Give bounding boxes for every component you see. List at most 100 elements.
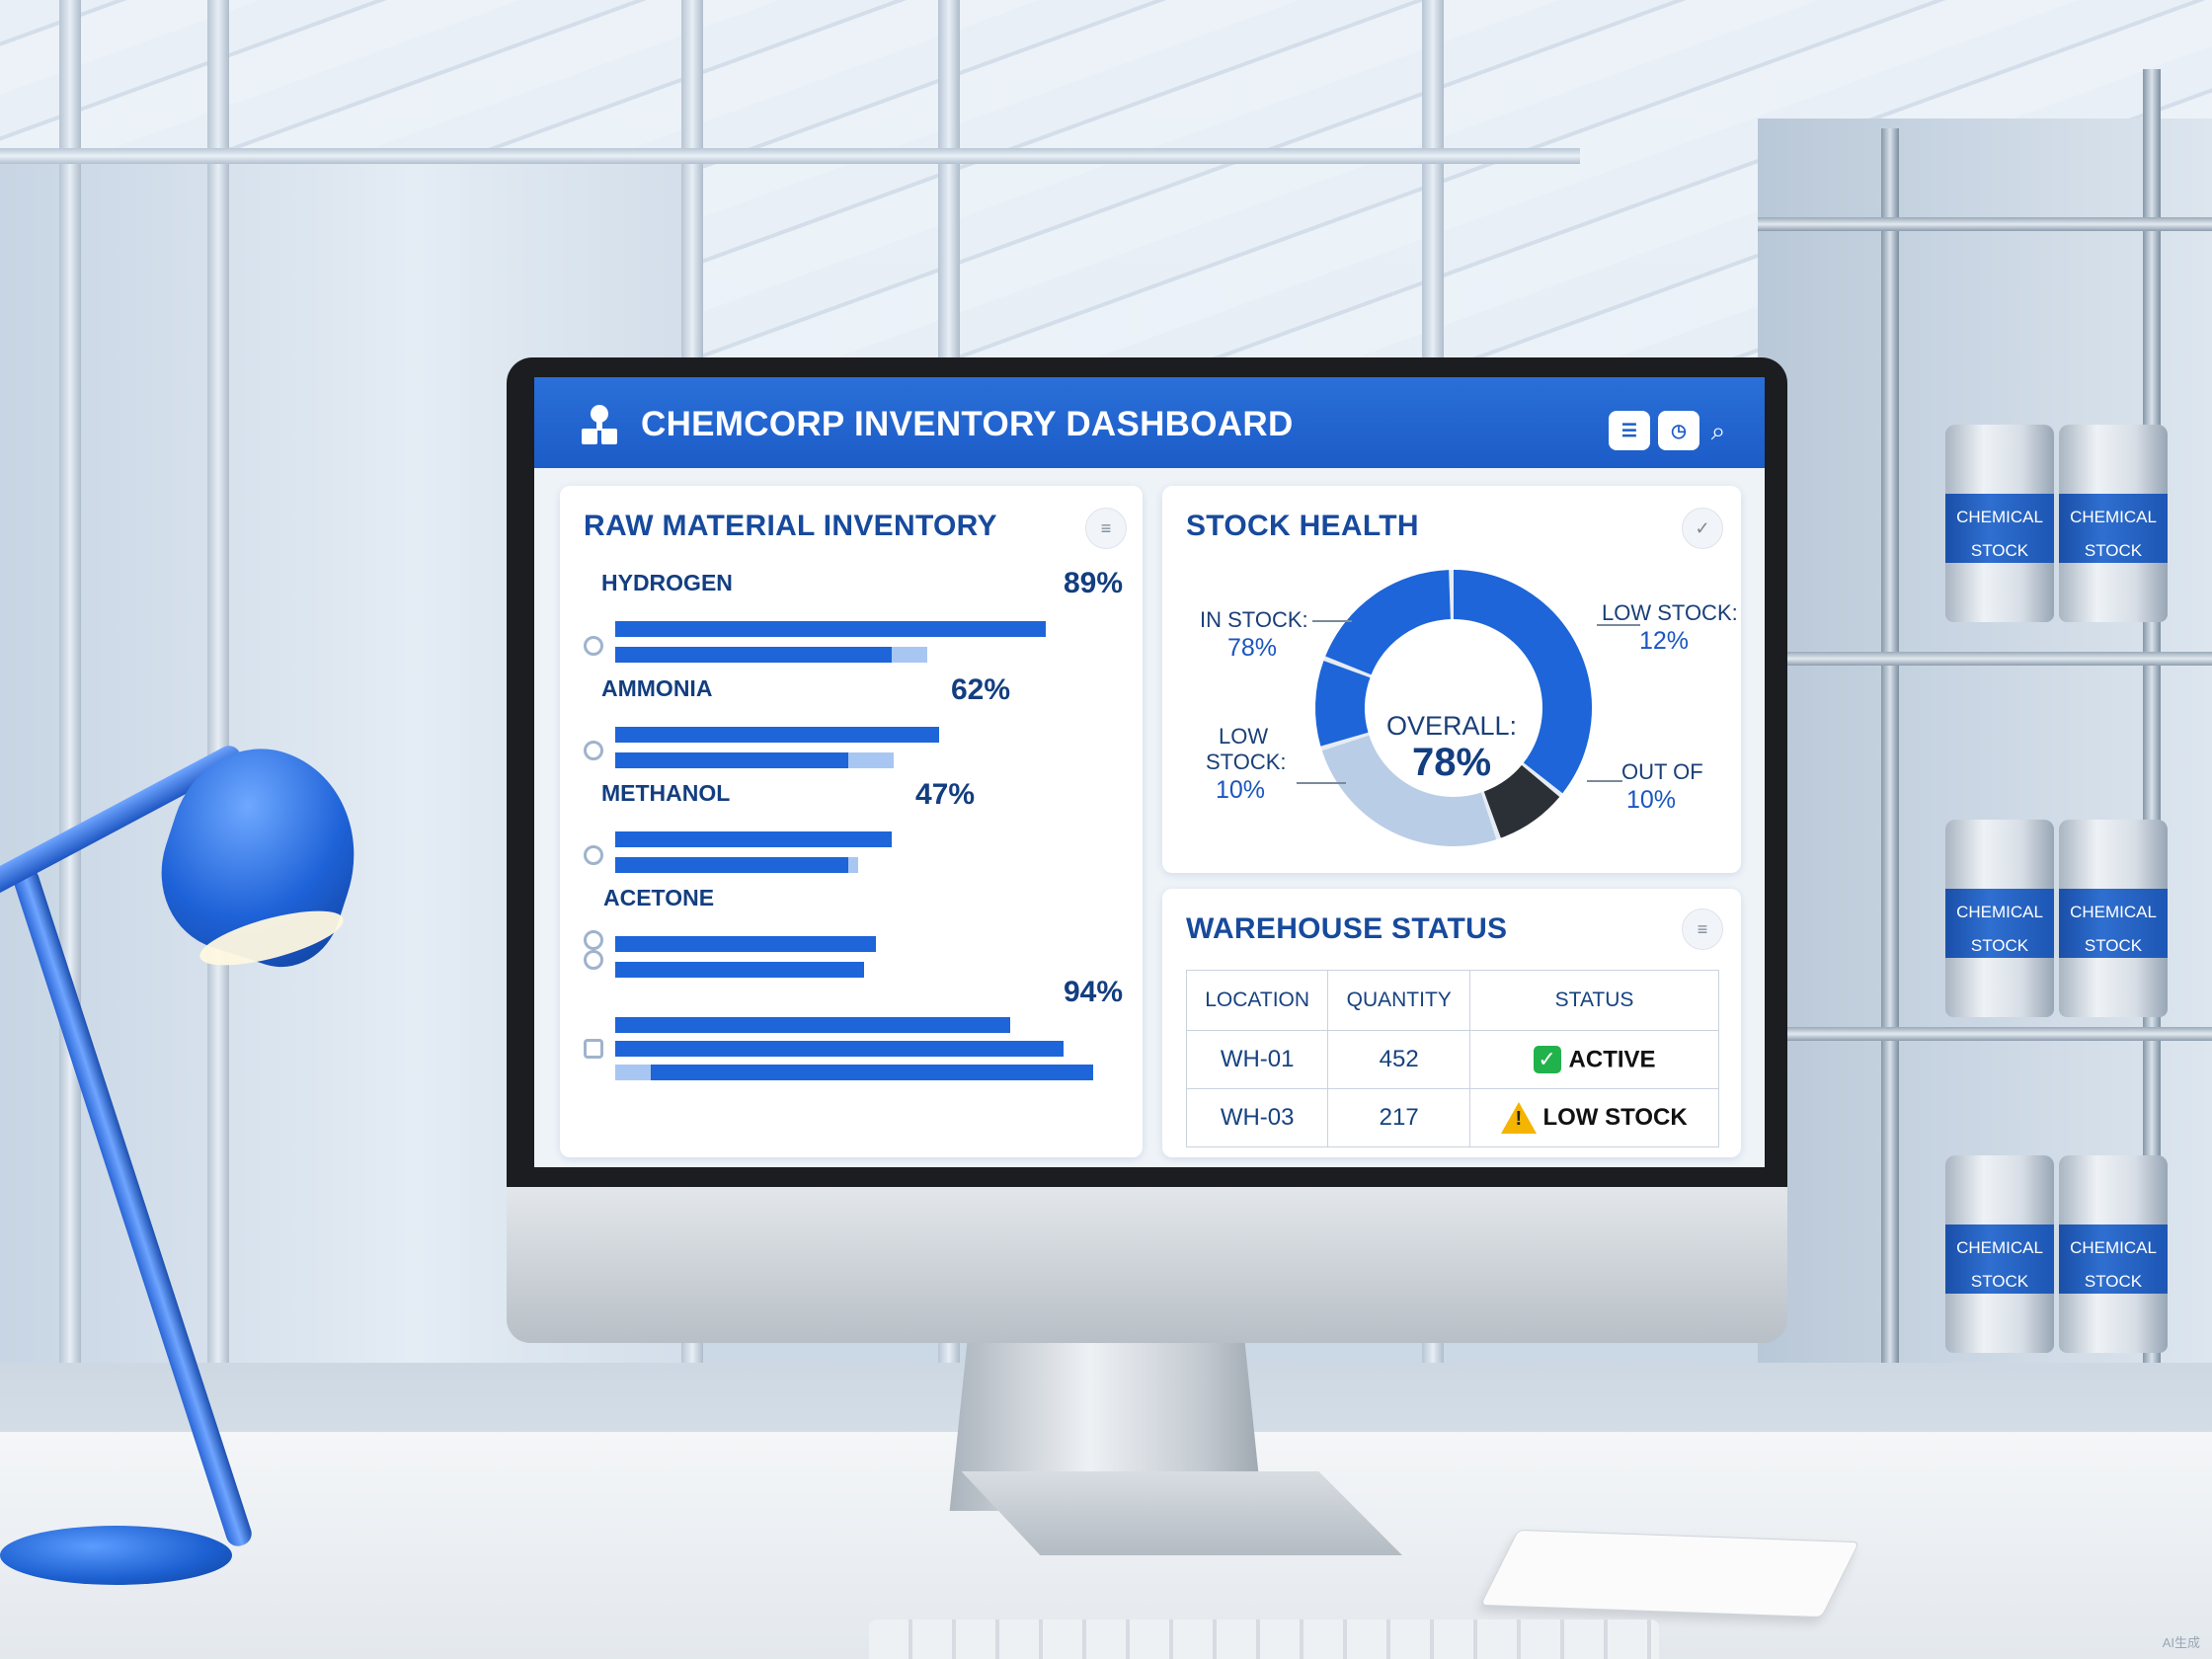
table-row[interactable]: WH-01 452 ✓ ACTIVE xyxy=(1185,1030,1719,1089)
search-icon[interactable]: ⌕ xyxy=(1710,416,1726,445)
location-cell: WH-01 xyxy=(1185,1030,1329,1089)
in-stock-value: 78% xyxy=(1227,634,1278,662)
inventory-bar xyxy=(615,962,864,978)
drum-label: CHEMICAL xyxy=(2070,1238,2157,1257)
panel-menu-icon[interactable]: ≡ xyxy=(1682,908,1723,950)
rack-beam xyxy=(1758,1027,2212,1041)
warning-icon xyxy=(1501,1102,1538,1134)
inventory-bar-remainder xyxy=(848,752,894,768)
drum-label: CHEMICAL xyxy=(2070,903,2157,921)
panel-menu-icon[interactable]: ≡ xyxy=(1085,508,1127,549)
drum-label: STOCK xyxy=(1970,936,2029,955)
monitor-chin xyxy=(507,1187,1787,1343)
drum-label: STOCK xyxy=(1970,541,2029,560)
inventory-bar-remainder xyxy=(848,857,858,873)
status-cell: LOW STOCK xyxy=(1469,1088,1719,1147)
rack-post xyxy=(1881,128,1899,1412)
table-row[interactable]: WH-03 217 LOW STOCK xyxy=(1185,1088,1719,1147)
table-header-row: LOCATION QUANTITY STATUS xyxy=(1185,970,1719,1031)
status-cell: ✓ ACTIVE xyxy=(1469,1030,1719,1089)
inventory-bar xyxy=(615,831,892,847)
low-stock-left-label: LOW xyxy=(1219,724,1269,749)
chemical-drum: CHEMICAL STOCK xyxy=(2059,1155,2168,1353)
location-cell: WH-03 xyxy=(1185,1088,1329,1147)
inventory-bar xyxy=(651,1065,1093,1080)
circle-icon xyxy=(584,950,603,970)
check-icon[interactable]: ✓ xyxy=(1682,508,1723,549)
drum-label: STOCK xyxy=(2084,1272,2143,1291)
flask-icon xyxy=(584,1039,603,1059)
column-header-quantity[interactable]: QUANTITY xyxy=(1327,970,1471,1031)
inventory-bar xyxy=(615,621,1046,637)
drum-label: CHEMICAL xyxy=(1956,508,2043,526)
material-label: METHANOL xyxy=(601,780,731,806)
panel-title: STOCK HEALTH xyxy=(1186,510,1419,542)
quantity-cell: 452 xyxy=(1327,1030,1471,1089)
inventory-bar xyxy=(615,1041,1064,1057)
column-header-status[interactable]: STATUS xyxy=(1469,970,1719,1031)
glass-frame-column xyxy=(207,0,229,1481)
low-stock-left-label: STOCK: xyxy=(1206,750,1287,774)
keyboard xyxy=(869,1620,1659,1659)
status-badge: ACTIVE xyxy=(1568,1046,1656,1073)
leader-line xyxy=(1597,624,1640,626)
stock-health-donut xyxy=(1315,570,1592,846)
check-icon: ✓ xyxy=(1533,1046,1561,1074)
list-icon[interactable]: ☰ xyxy=(1609,411,1650,450)
donut-segment-in-stock xyxy=(1453,570,1592,794)
out-of-stock-label: OUT OF xyxy=(1621,759,1703,784)
inventory-bar xyxy=(615,1017,1010,1033)
quantity-cell: 217 xyxy=(1327,1088,1471,1147)
low-stock-right-value: 12% xyxy=(1639,627,1690,655)
raw-material-panel: RAW MATERIAL INVENTORY ≡ HYDROGEN 89% AM… xyxy=(560,486,1143,1157)
drum-label: CHEMICAL xyxy=(2070,508,2157,526)
overall-label: OVERALL: xyxy=(1385,711,1518,741)
donut-segment-in-stock xyxy=(1315,661,1371,747)
monitor-stand-foot xyxy=(961,1471,1402,1555)
app-title: CHEMCORP INVENTORY DASHBOARD xyxy=(641,405,1294,443)
dashboard-screen: CHEMCORP INVENTORY DASHBOARD ☰ ◷ ⌕ RAW M… xyxy=(534,377,1765,1167)
inventory-bar-remainder xyxy=(892,647,927,663)
material-percent: 94% xyxy=(1064,976,1124,1008)
drum-label: STOCK xyxy=(2084,541,2143,560)
circle-icon xyxy=(584,741,603,760)
drum-label: STOCK xyxy=(2084,936,2143,955)
glass-frame-column xyxy=(59,0,81,1481)
column-header-location[interactable]: LOCATION xyxy=(1185,970,1329,1031)
clock-icon[interactable]: ◷ xyxy=(1658,411,1699,450)
warehouse-status-panel: WAREHOUSE STATUS ≡ LOCATION QUANTITY STA… xyxy=(1162,889,1741,1157)
material-percent: 62% xyxy=(951,673,1011,706)
status-badge: LOW STOCK xyxy=(1542,1104,1688,1131)
material-percent: 47% xyxy=(915,778,976,811)
drum-label: CHEMICAL xyxy=(1956,903,2043,921)
leader-line xyxy=(1587,780,1622,782)
rack-beam xyxy=(1758,652,2212,666)
drum-label: CHEMICAL xyxy=(1956,1238,2043,1257)
inventory-bar xyxy=(615,647,892,663)
app-header: CHEMCORP INVENTORY DASHBOARD ☰ ◷ ⌕ xyxy=(534,377,1765,468)
leader-line xyxy=(1312,620,1352,622)
inventory-bar xyxy=(615,857,848,873)
inventory-bar xyxy=(615,752,848,768)
overall-value: 78% xyxy=(1411,741,1492,784)
chemical-drum: CHEMICAL STOCK xyxy=(1945,425,2054,622)
rack-post xyxy=(2143,69,2161,1432)
low-stock-right-label: LOW STOCK: xyxy=(1602,600,1738,625)
glass-frame-row xyxy=(0,148,1580,164)
chemical-drum: CHEMICAL STOCK xyxy=(1945,820,2054,1017)
inventory-bar xyxy=(615,936,876,952)
panel-title: RAW MATERIAL INVENTORY xyxy=(584,510,997,542)
logo-icon xyxy=(582,405,617,444)
material-label: AMMONIA xyxy=(601,675,713,701)
inventory-bar xyxy=(615,727,939,743)
chemical-drum: CHEMICAL STOCK xyxy=(2059,425,2168,622)
donut-segment-out-of-stock xyxy=(1482,764,1560,838)
in-stock-label: IN STOCK: xyxy=(1200,607,1308,632)
drum-label: STOCK xyxy=(1970,1272,2029,1291)
notebook xyxy=(1479,1529,1860,1619)
low-stock-left-value: 10% xyxy=(1216,776,1266,804)
leader-line xyxy=(1297,782,1346,784)
chemical-drum: CHEMICAL STOCK xyxy=(2059,820,2168,1017)
desk-lamp-base xyxy=(0,1526,232,1585)
material-label: ACETONE xyxy=(603,885,715,910)
